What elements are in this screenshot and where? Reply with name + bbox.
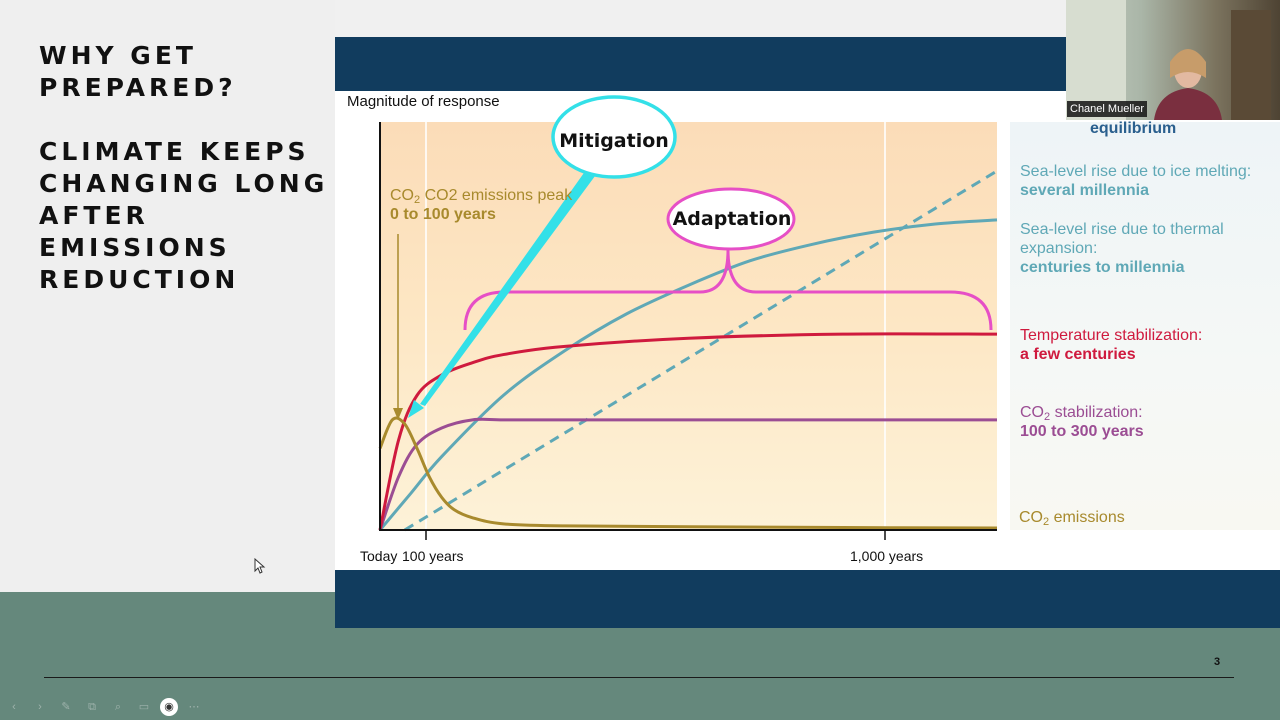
copy-icon[interactable]: ⧉ [88, 701, 96, 713]
adaptation-bubble [666, 187, 796, 251]
emissions-peak-arrowhead [393, 408, 403, 420]
more-icon[interactable]: ⋯ [188, 701, 200, 713]
y-axis-label: Magnitude of response [347, 93, 500, 110]
screen-icon[interactable]: ▭ [138, 701, 150, 713]
presenter-toolbar: ‹ › ✎ ⧉ ⌕ ▭ ◉ ⋯ [4, 698, 204, 716]
equilibrium-label: equilibrium [1090, 120, 1177, 137]
page-number: 3 [1214, 656, 1221, 668]
series-line-4 [403, 169, 998, 532]
co2-stabilization-label: CO2 stabilization: 100 to 300 years [1020, 404, 1144, 440]
x-tick-today: Today [360, 548, 398, 564]
prev-slide-icon[interactable]: ‹ [12, 701, 16, 713]
emissions-peak-label: CO2 CO2 emissions peak 0 to 100 years [390, 187, 573, 223]
participant-name-tag: Chanel Mueller [1067, 101, 1147, 117]
mitigation-bubble [551, 95, 677, 179]
pen-icon[interactable]: ✎ [61, 701, 71, 713]
zoom-icon[interactable]: ⌕ [114, 701, 122, 713]
camera-icon[interactable]: ◉ [160, 698, 178, 716]
presenter-video-thumbnail[interactable] [1066, 0, 1280, 120]
series-line-0 [378, 416, 998, 530]
legend-area [1010, 122, 1280, 530]
x-tick-100-years: 100 years [402, 548, 464, 564]
mitigation-pointer [420, 170, 598, 406]
co2-emissions-label: CO2 emissions [1019, 509, 1125, 528]
series-line-2 [378, 332, 998, 531]
temperature-stabilization-label: Temperature stabilization: a few centurie… [1020, 327, 1203, 363]
next-slide-icon[interactable]: › [38, 701, 42, 713]
adaptation-label: Adaptation [672, 208, 792, 230]
slide-heading-question: WHY GET PREPARED? [39, 41, 237, 102]
slide-text-panel [0, 0, 335, 592]
series-line-3 [378, 218, 998, 531]
mitigation-arrowhead [408, 400, 424, 418]
mitigation-label: Mitigation [559, 130, 669, 152]
mouse-cursor-icon [254, 558, 266, 574]
footer-divider [44, 677, 1234, 678]
ice-melting-label: Sea-level rise due to ice melting: severa… [1020, 163, 1252, 199]
thermal-expansion-label: Sea-level rise due to thermal expansion: c… [1020, 221, 1224, 276]
adaptation-brace [463, 249, 993, 331]
slide-heading-statement: CLIMATE KEEPS CHANGING LONG AFTER EMISSI… [39, 137, 329, 294]
presenter-avatar-icon [1066, 0, 1271, 120]
series-line-1 [378, 417, 997, 531]
x-tick-1000-years: 1,000 years [850, 548, 924, 564]
